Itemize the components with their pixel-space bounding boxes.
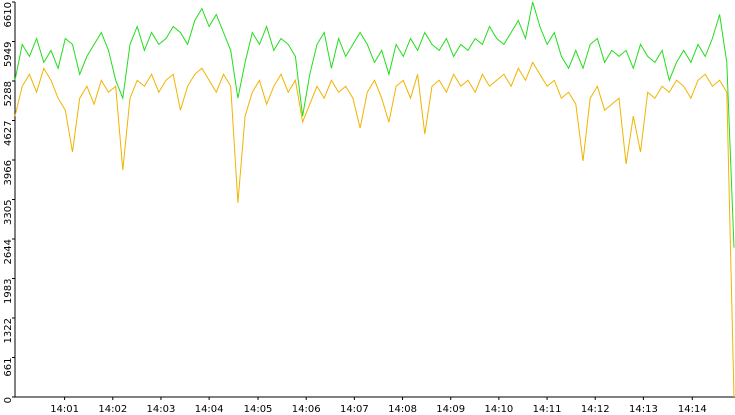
x-tick-label: 14:10 <box>484 404 513 415</box>
y-tick-label: 1322 <box>3 318 14 343</box>
x-tick-label: 14:01 <box>50 404 79 415</box>
series-line <box>14 61 735 398</box>
x-tick-label: 14:07 <box>340 404 369 415</box>
x-tick-label: 14:14 <box>678 404 707 415</box>
y-tick-label: 3305 <box>3 200 14 225</box>
x-tick-label: 14:12 <box>581 404 610 415</box>
y-tick-label: 661 <box>3 358 14 377</box>
x-tick-label: 14:11 <box>533 404 562 415</box>
y-tick-label: 6610 <box>3 2 14 27</box>
y-tick-label: 0 <box>3 397 14 403</box>
x-tick-label: 14:06 <box>292 404 321 415</box>
x-tick-label: 14:13 <box>629 404 658 415</box>
y-tick-label: 3966 <box>3 160 14 185</box>
y-tick-label: 4627 <box>3 121 14 146</box>
x-tick-label: 14:04 <box>195 404 224 415</box>
x-tick-label: 14:02 <box>98 404 127 415</box>
y-tick-label: 1983 <box>3 279 14 304</box>
x-tick-label: 14:08 <box>388 404 417 415</box>
y-tick-label: 5288 <box>3 81 14 106</box>
series-line <box>14 1 735 248</box>
x-tick-label: 14:03 <box>147 404 176 415</box>
y-tick-label: 5949 <box>3 42 14 67</box>
x-tick-label: 14:05 <box>244 404 273 415</box>
y-tick-label: 2644 <box>3 239 14 264</box>
x-tick-label: 14:09 <box>436 404 465 415</box>
